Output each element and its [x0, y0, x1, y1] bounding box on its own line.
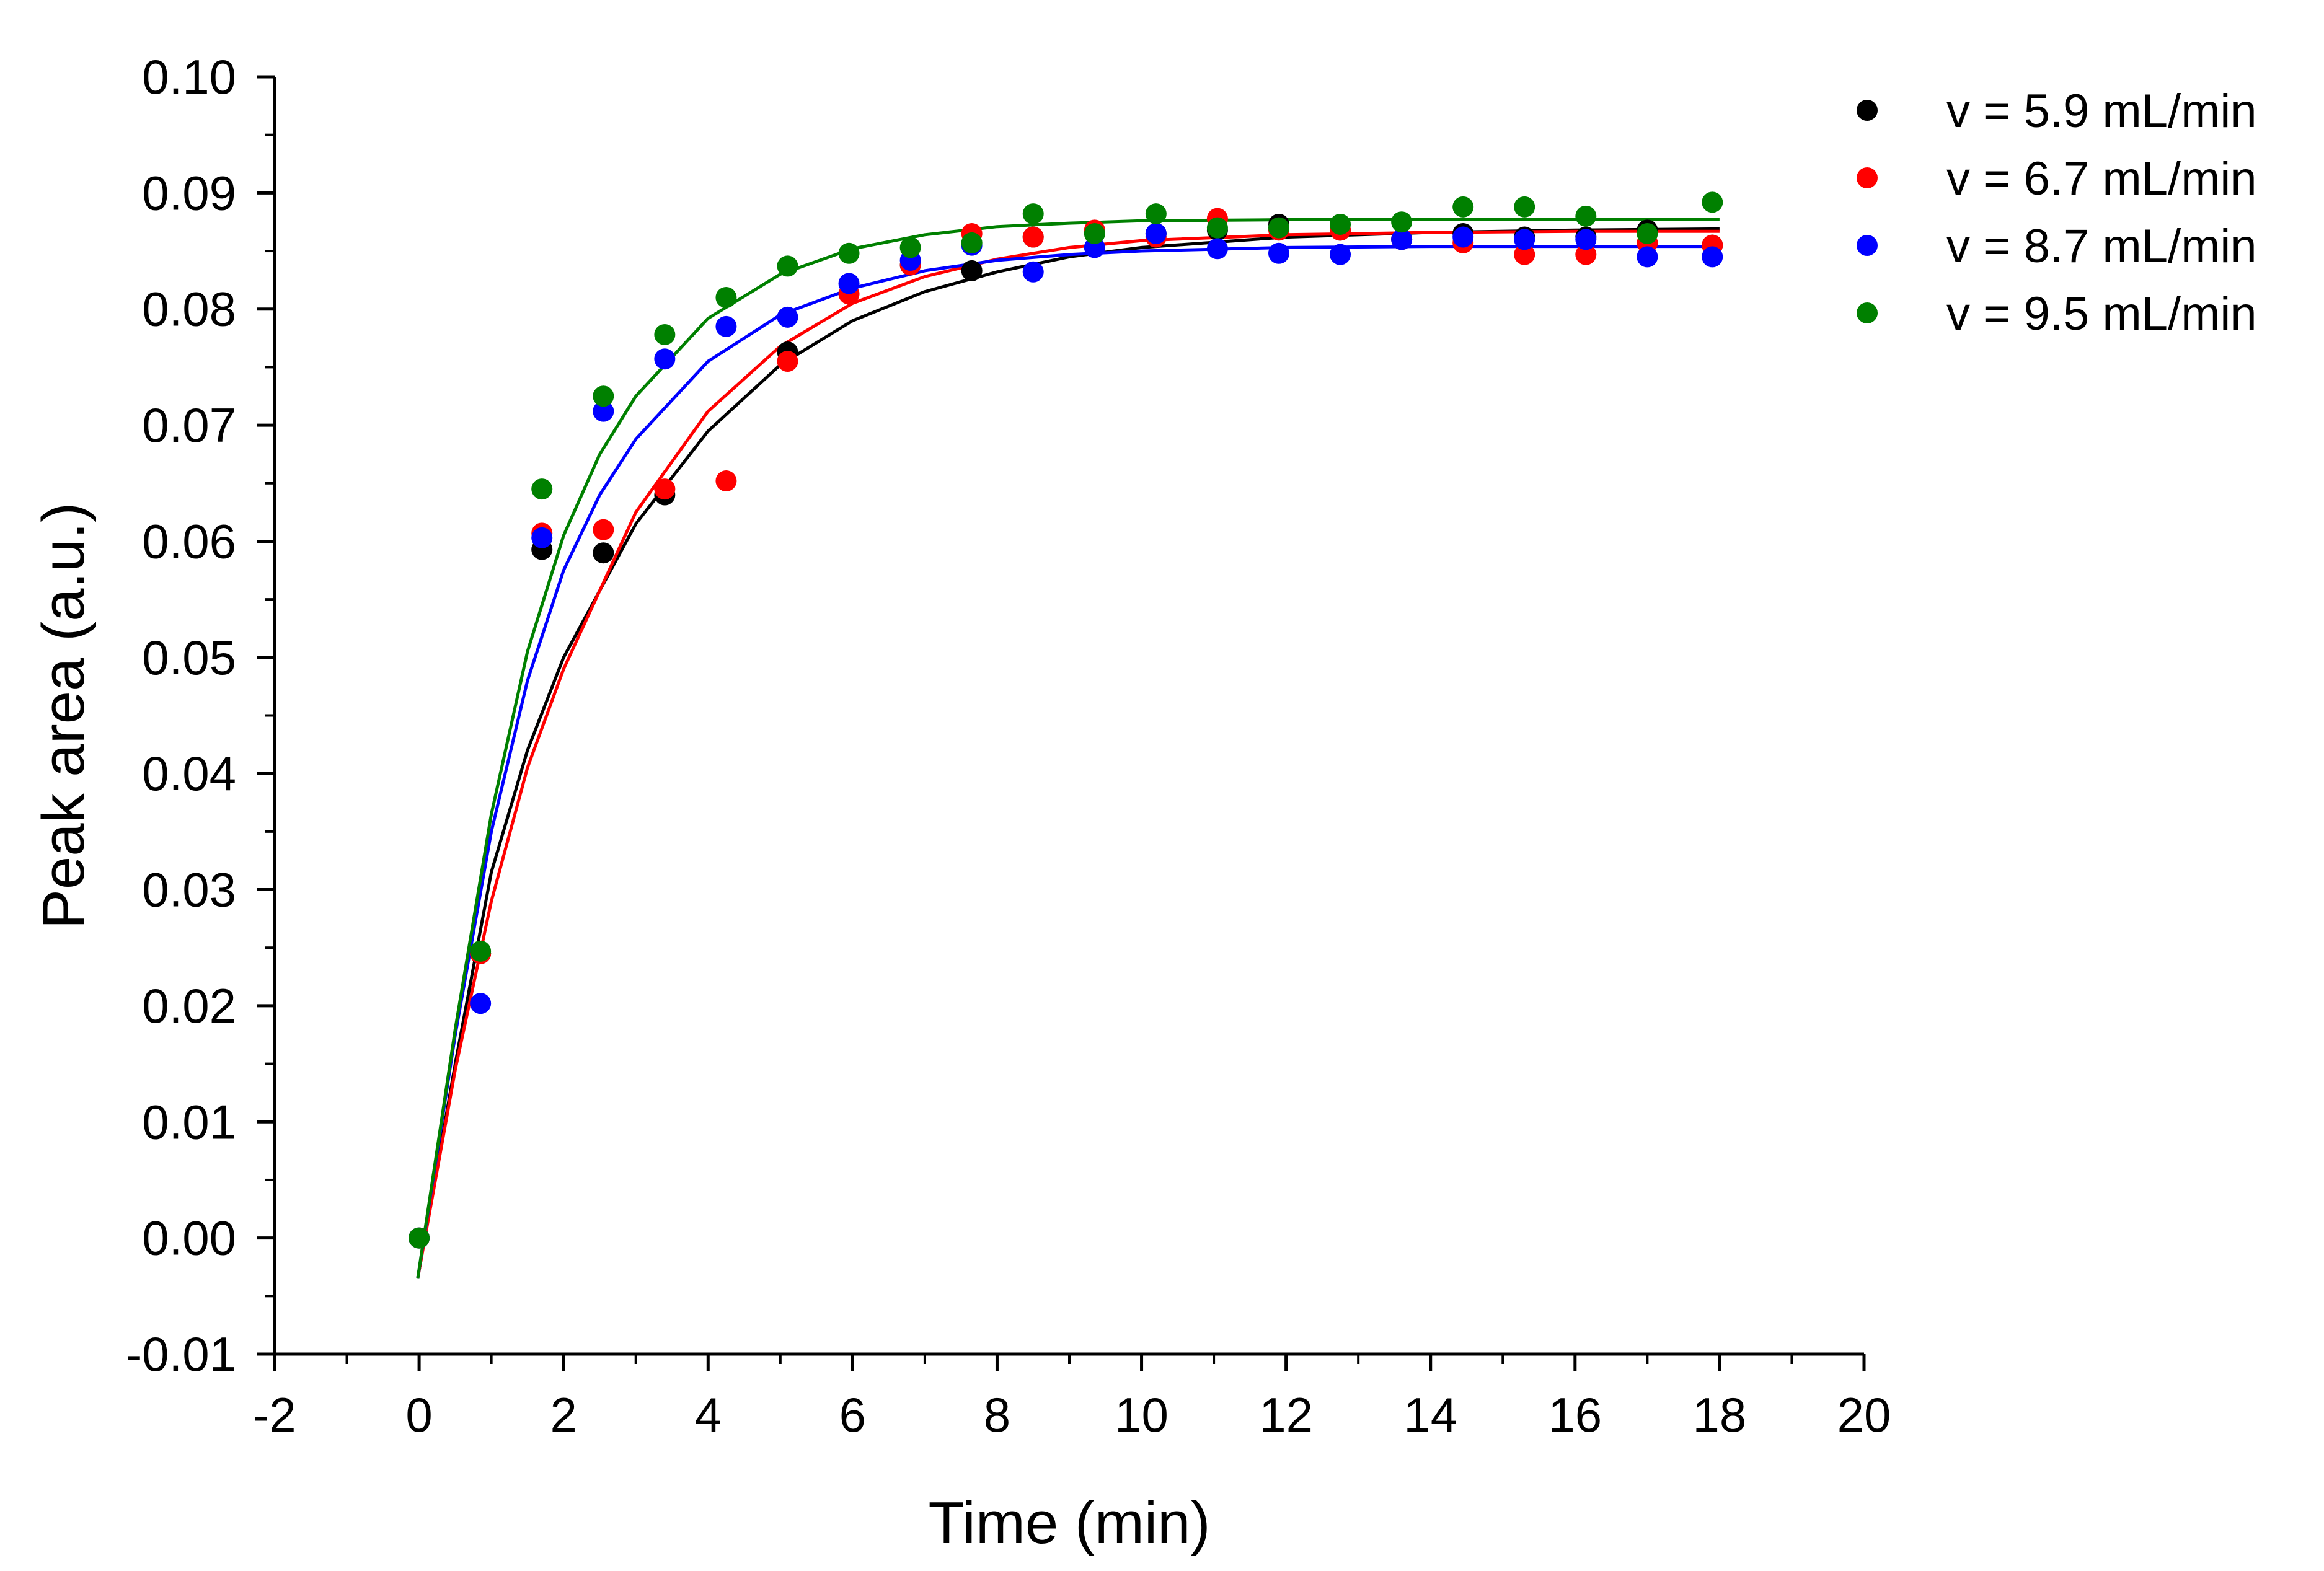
- data-point-series-4: [1268, 217, 1289, 239]
- y-tick-label: 0.00: [142, 1211, 236, 1265]
- data-point-series-4: [777, 255, 798, 277]
- x-tick-label: 8: [984, 1388, 1010, 1442]
- data-point-series-4: [1022, 203, 1044, 225]
- data-point-series-3: [1514, 229, 1535, 250]
- data-point-series-4: [961, 232, 983, 253]
- y-tick-label: 0.02: [142, 979, 236, 1033]
- data-point-series-1: [961, 260, 983, 281]
- data-point-series-3: [1575, 229, 1597, 250]
- data-point-series-3: [1391, 229, 1413, 250]
- data-point-series-4: [654, 323, 676, 345]
- data-point-series-3: [1452, 226, 1474, 248]
- y-axis-title: Peak area (a.u.): [30, 503, 97, 929]
- legend-marker: [1857, 235, 1878, 256]
- data-point-series-3: [1637, 246, 1658, 268]
- data-point-series-3: [838, 273, 860, 294]
- data-point-series-4: [838, 242, 860, 264]
- legend-label: v = 5.9 mL/min: [1946, 85, 2257, 138]
- x-tick-label: 12: [1259, 1388, 1313, 1442]
- data-point-series-4: [1084, 222, 1105, 244]
- fit-line-series-1: [416, 227, 1720, 1279]
- data-point-series-3: [654, 348, 676, 370]
- legend-marker: [1857, 302, 1878, 323]
- data-point-series-4: [593, 385, 614, 407]
- data-point-series-4: [715, 286, 737, 308]
- fit-line-series-4: [416, 218, 1720, 1279]
- data-point-series-4: [409, 1227, 430, 1249]
- data-point-series-4: [1206, 217, 1228, 239]
- data-point-series-2: [1575, 244, 1597, 265]
- fit-line-series-2: [416, 229, 1720, 1279]
- legend-label: v = 6.7 mL/min: [1946, 152, 2257, 205]
- y-tick-label: 0.10: [142, 50, 236, 104]
- x-tick-label: 20: [1837, 1388, 1891, 1442]
- y-ticks: -0.01 0.00 0.01 0.02 0.03 0.04 0.05 0.06 0.07 0.0…: [126, 50, 275, 1381]
- x-tick-label: 14: [1403, 1388, 1457, 1442]
- data-point-series-4: [1452, 196, 1474, 218]
- data-point-series-3: [1206, 238, 1228, 260]
- data-point-series-3: [1145, 222, 1167, 244]
- x-tick-label: 18: [1693, 1388, 1747, 1442]
- x-tick-label: 6: [839, 1388, 866, 1442]
- data-point-series-4: [899, 237, 921, 258]
- data-point-series-3: [715, 315, 737, 337]
- x-tick-label: -2: [253, 1388, 296, 1442]
- fit-line-series-3: [416, 245, 1720, 1279]
- x-ticks: -2 0 2 4 6 8 10 12 14 16 18 20: [253, 1354, 1891, 1442]
- data-point-series-4: [1330, 213, 1351, 235]
- data-point-series-2: [715, 470, 737, 492]
- data-point-series-3: [593, 400, 614, 422]
- data-point-series-2: [777, 351, 798, 372]
- data-point-series-4: [1702, 191, 1723, 213]
- data-point-series-3: [1268, 242, 1289, 264]
- data-point-series-4: [1145, 203, 1167, 225]
- y-tick-label: 0.09: [142, 165, 236, 220]
- x-tick-label: 10: [1115, 1388, 1169, 1442]
- y-tick-label: 0.07: [142, 398, 236, 452]
- data-point-series-3: [1330, 244, 1351, 265]
- data-point-series-3: [1702, 246, 1723, 268]
- x-tick-label: 16: [1548, 1388, 1602, 1442]
- data-point-series-2: [593, 519, 614, 540]
- y-tick-label: 0.01: [142, 1094, 236, 1149]
- legend: v = 5.9 mL/min v = 6.7 mL/min v = 8.7 mL/m…: [1857, 85, 2257, 340]
- data-point-series-3: [1022, 261, 1044, 283]
- legend-marker: [1857, 100, 1878, 121]
- legend-label: v = 8.7 mL/min: [1946, 220, 2257, 273]
- data-point-series-4: [1514, 196, 1535, 218]
- x-axis-title: Time (min): [928, 1490, 1210, 1556]
- data-point-series-1: [593, 542, 614, 564]
- y-tick-label: 0.04: [142, 746, 236, 801]
- data-point-series-4: [531, 478, 553, 500]
- y-tick-label: -0.01: [126, 1327, 236, 1381]
- data-point-series-4: [1391, 211, 1413, 233]
- fit-lines: [416, 218, 1720, 1279]
- data-point-series-2: [1514, 244, 1535, 265]
- x-tick-label: 4: [695, 1388, 722, 1442]
- data-point-series-3: [777, 306, 798, 328]
- data-point-series-2: [1022, 226, 1044, 248]
- y-tick-label: 0.06: [142, 514, 236, 568]
- x-tick-label: 2: [550, 1388, 577, 1442]
- legend-label: v = 9.5 mL/min: [1946, 288, 2257, 340]
- y-tick-label: 0.05: [142, 630, 236, 685]
- data-points: [409, 191, 1723, 1249]
- y-tick-label: 0.03: [142, 863, 236, 917]
- data-point-series-4: [1575, 205, 1597, 227]
- data-point-series-3: [470, 993, 492, 1014]
- x-tick-label: 0: [405, 1388, 432, 1442]
- data-point-series-3: [531, 527, 553, 548]
- data-point-series-4: [470, 940, 492, 962]
- y-tick-label: 0.08: [142, 282, 236, 337]
- data-point-series-2: [654, 478, 676, 500]
- data-point-series-4: [1637, 222, 1658, 244]
- legend-marker: [1857, 167, 1878, 188]
